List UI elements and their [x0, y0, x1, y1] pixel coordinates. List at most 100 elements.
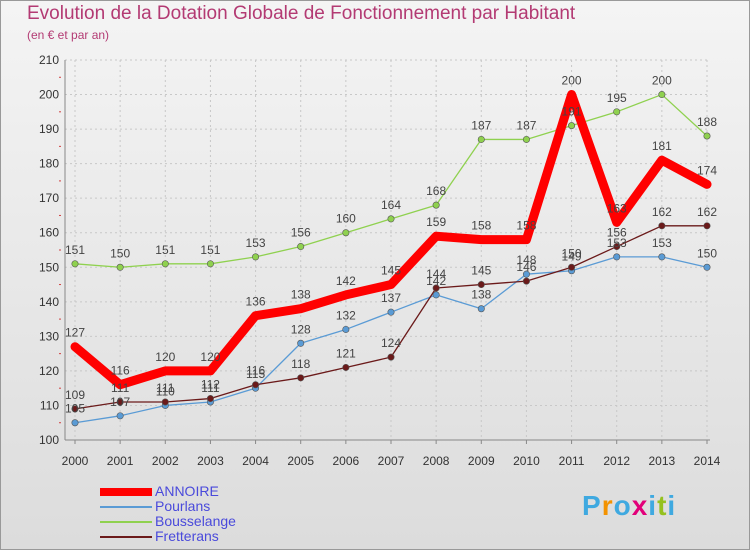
data-point-pourlans [522, 270, 530, 278]
data-point-fretterans [568, 263, 576, 271]
legend-swatch [100, 521, 152, 523]
data-label-annoire: 158 [471, 219, 491, 233]
data-label-pourlans: 128 [291, 322, 311, 336]
data-point-fretterans [703, 222, 711, 230]
data-label-fretterans: 118 [291, 357, 310, 371]
y-tick-label: 180 [39, 157, 59, 171]
data-point-fretterans [116, 398, 124, 406]
data-point-bousselange [71, 260, 79, 268]
data-label-annoire: 142 [336, 274, 356, 288]
x-tick-label: 2005 [287, 454, 314, 468]
data-label-bousselange: 151 [65, 243, 85, 257]
data-label-fretterans: 150 [562, 246, 582, 260]
data-label-annoire: 159 [426, 215, 446, 229]
data-point-bousselange [116, 263, 124, 271]
data-label-annoire: 120 [155, 350, 175, 364]
data-point-pourlans [116, 412, 124, 420]
data-label-bousselange: 160 [336, 212, 356, 226]
x-tick-label: 2007 [378, 454, 405, 468]
chart-title: Evolution de la Dotation Globale de Fonc… [27, 3, 576, 24]
data-point-bousselange [161, 260, 169, 268]
data-point-bousselange [613, 108, 621, 116]
data-label-annoire: 158 [516, 219, 536, 233]
proxiti-logo: Proxiti [582, 490, 676, 522]
data-label-annoire: 200 [562, 74, 582, 88]
legend-label: Fretterans [155, 528, 219, 544]
data-point-fretterans [342, 363, 350, 371]
data-point-pourlans [432, 291, 440, 299]
data-point-bousselange [387, 215, 395, 223]
logo-letter: i [648, 490, 658, 521]
data-point-pourlans [703, 263, 711, 271]
data-label-pourlans: 142 [426, 274, 446, 288]
x-tick-label: 2009 [468, 454, 495, 468]
y-tick-label: 200 [39, 88, 59, 102]
x-tick-label: 2010 [513, 454, 540, 468]
data-label-bousselange: 150 [110, 246, 130, 260]
data-point-bousselange [342, 229, 350, 237]
data-label-pourlans: 149 [562, 250, 582, 264]
data-label-annoire: 120 [200, 350, 220, 364]
data-label-annoire: 138 [291, 288, 311, 302]
data-label-fretterans: 124 [381, 336, 401, 350]
legend-label: Pourlans [155, 498, 211, 514]
data-point-bousselange [568, 122, 576, 130]
data-label-bousselange: 151 [200, 243, 220, 257]
data-point-pourlans [297, 339, 305, 347]
axis-ticks: 100 110 120 130 140 150 160 170 180 190 200 210 2000… [39, 53, 721, 468]
data-label-pourlans: 110 [156, 384, 175, 398]
data-label-pourlans: 153 [652, 236, 672, 250]
y-tick-label: 140 [39, 295, 59, 309]
data-label-fretterans: 162 [697, 205, 717, 219]
data-label-bousselange: 164 [381, 198, 401, 212]
y-tick-label: 120 [39, 364, 59, 378]
data-label-pourlans: 105 [65, 402, 85, 416]
data-label-bousselange: 191 [562, 105, 582, 119]
data-label-bousselange: 195 [607, 91, 627, 105]
y-tick-label: 110 [40, 398, 59, 412]
data-label-bousselange: 187 [516, 118, 536, 132]
series-points [71, 91, 711, 427]
data-label-fretterans: 156 [607, 226, 627, 240]
y-tick-label: 150 [39, 260, 59, 274]
data-label-annoire: 163 [607, 201, 627, 215]
x-tick-label: 2001 [107, 454, 134, 468]
data-label-fretterans: 111 [156, 381, 175, 395]
data-label-pourlans: 153 [607, 236, 627, 250]
legend-label: Bousselange [155, 513, 236, 529]
legend-label: ANNOIRE [155, 483, 219, 499]
data-label-annoire: 127 [65, 326, 85, 340]
x-tick-label: 2013 [649, 454, 676, 468]
data-point-pourlans [613, 253, 621, 261]
data-label-bousselange: 187 [471, 118, 491, 132]
series-lines [70, 90, 712, 424]
data-label-pourlans: 148 [516, 253, 536, 267]
legend-swatch [100, 536, 152, 538]
data-label-pourlans: 115 [246, 367, 265, 381]
data-point-pourlans [477, 305, 485, 313]
data-label-pourlans: 107 [110, 395, 130, 409]
data-point-bousselange [206, 260, 214, 268]
data-point-fretterans [432, 284, 440, 292]
legend-swatch [100, 488, 152, 496]
data-label-annoire: 136 [246, 295, 266, 309]
data-label-pourlans: 111 [201, 381, 220, 395]
data-label-pourlans: 138 [471, 288, 491, 302]
data-point-fretterans [522, 277, 530, 285]
x-tick-label: 2000 [62, 454, 89, 468]
data-point-bousselange [477, 135, 485, 143]
data-point-pourlans [658, 253, 666, 261]
data-label-annoire: 145 [381, 264, 401, 278]
data-label-bousselange: 200 [652, 74, 672, 88]
data-point-fretterans [297, 374, 305, 382]
x-tick-label: 2006 [333, 454, 360, 468]
x-tick-label: 2012 [603, 454, 630, 468]
data-label-annoire: 116 [111, 364, 130, 378]
data-point-fretterans [252, 381, 260, 389]
legend-swatch [100, 506, 152, 508]
x-tick-label: 2004 [242, 454, 269, 468]
data-point-fretterans [161, 398, 169, 406]
data-label-bousselange: 188 [697, 115, 717, 129]
data-label-bousselange: 156 [291, 226, 311, 240]
